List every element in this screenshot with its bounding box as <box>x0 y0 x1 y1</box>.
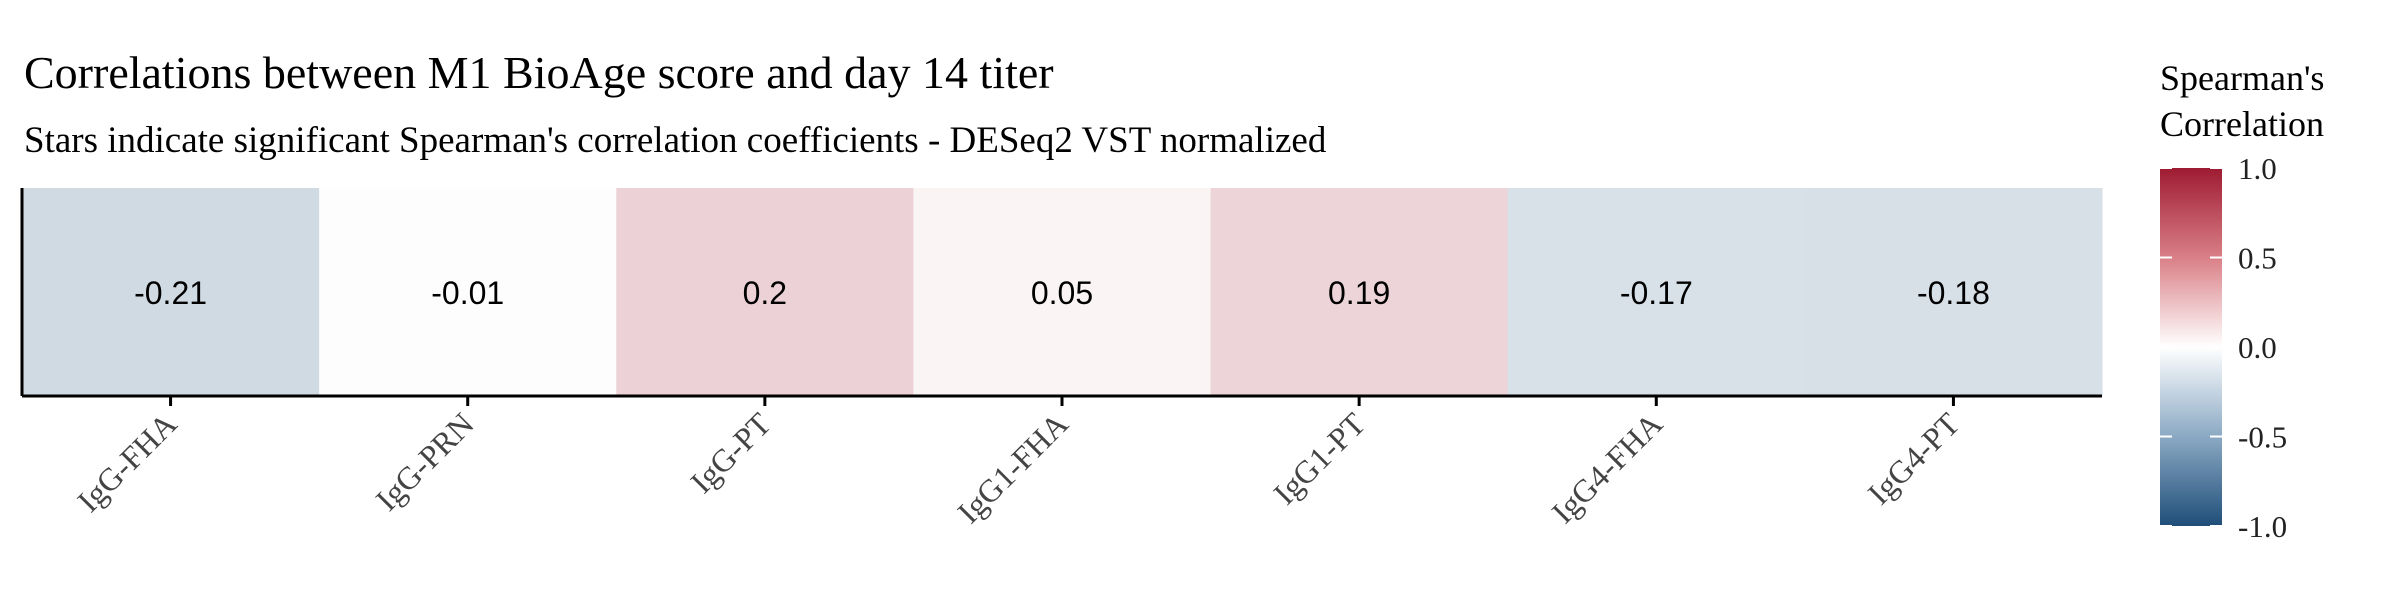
heatmap-tiles <box>22 188 2103 396</box>
x-tick-labels: IgG-FHA IgG-PRN IgG-PT IgG1-FHA IgG1-PT IgG4-… <box>70 405 1967 530</box>
x-tick-label: IgG-PRN <box>368 405 480 517</box>
x-tick-label: IgG1-PT <box>1266 405 1372 511</box>
value-label: -0.17 <box>1620 275 1693 311</box>
value-label: 0.05 <box>1031 275 1093 311</box>
heatmap-tile <box>319 188 617 396</box>
heatmap-tile <box>1507 188 1806 396</box>
chart-subtitle: Stars indicate significant Spearman's co… <box>24 120 1327 161</box>
legend-title-line2: Correlation <box>2160 104 2324 144</box>
legend-tick-label: -1.0 <box>2238 509 2287 544</box>
heatmap-tile <box>22 188 320 396</box>
chart-title: Correlations between M1 BioAge score and… <box>24 47 1054 98</box>
x-tick-label: IgG1-FHA <box>950 405 1075 530</box>
legend-tick-label: 1.0 <box>2238 151 2277 186</box>
legend: Spearman's Correlation 1.0 0.5 0.0 -0.5 -1.0 <box>2160 58 2324 544</box>
legend-tick-label: 0.5 <box>2238 241 2277 276</box>
x-tick-label: IgG-FHA <box>70 405 183 518</box>
legend-title-line1: Spearman's <box>2160 58 2324 98</box>
x-tick-label: IgG-PT <box>683 405 778 500</box>
value-labels: -0.21 -0.01 0.2 0.05 0.19 -0.17 -0.18 <box>134 275 1990 311</box>
legend-tick-label: -0.5 <box>2238 420 2287 455</box>
legend-ticks: 1.0 0.5 0.0 -0.5 -1.0 <box>2160 151 2287 544</box>
legend-tick-label: 0.0 <box>2238 330 2277 365</box>
value-label: -0.01 <box>431 275 504 311</box>
value-label: -0.18 <box>1917 275 1990 311</box>
heatmap-tile <box>1210 188 1509 396</box>
heatmap-tile <box>1804 188 2103 396</box>
x-tick-marks <box>169 396 1955 406</box>
heatmap-tile <box>616 188 914 396</box>
value-label: 0.19 <box>1328 275 1390 311</box>
value-label: -0.21 <box>134 275 207 311</box>
x-tick-label: IgG4-FHA <box>1544 405 1669 530</box>
heatmap-tile <box>913 188 1212 396</box>
x-tick-label: IgG4-PT <box>1860 405 1966 511</box>
value-label: 0.2 <box>743 275 787 311</box>
